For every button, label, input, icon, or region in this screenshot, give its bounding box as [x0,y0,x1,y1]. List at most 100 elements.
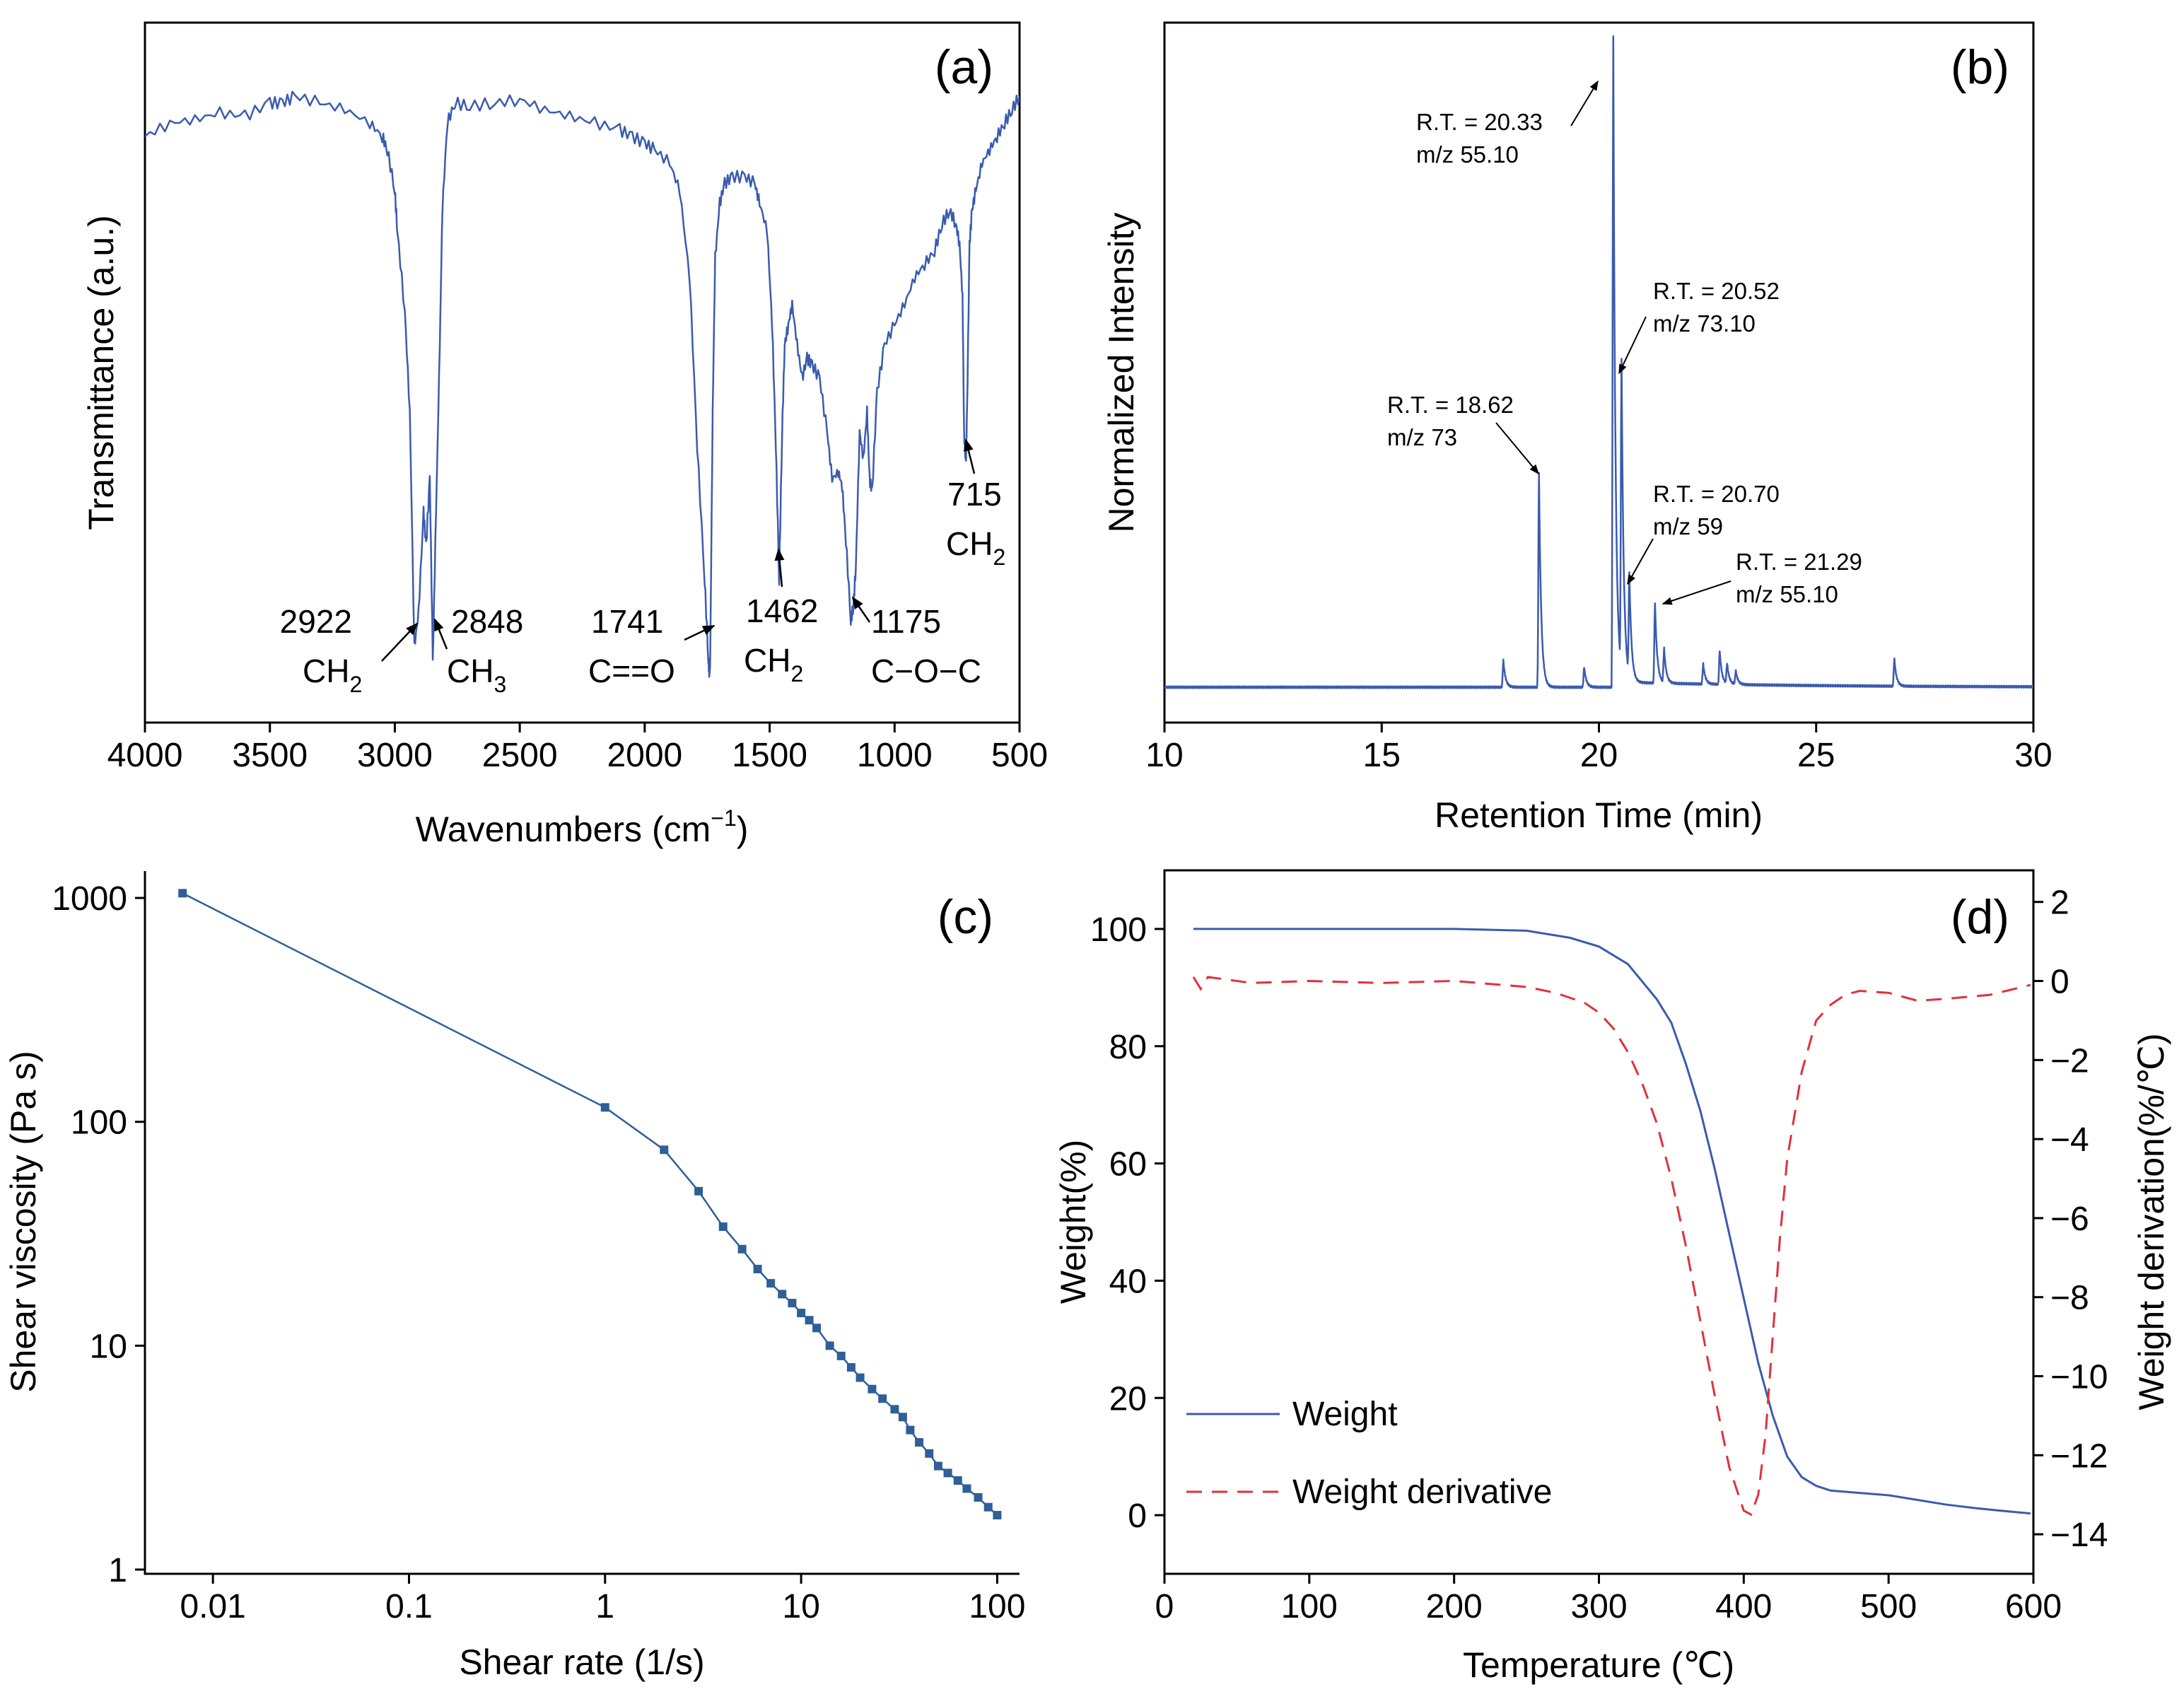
panel-d-y2-tick-label: 2 [2050,884,2069,922]
panel-a-x-tick-label: 1000 [857,737,933,774]
panel-a-x-tick-label: 2500 [482,737,558,774]
panel-a-y-axis-title: Transmittance (a.u.) [81,215,121,530]
panel-c-y-axis-title: Shear viscosity (Pa s) [4,1051,43,1392]
panel-c-data-point [878,1394,887,1403]
panel-c-x-tick-label: 100 [969,1588,1025,1625]
panel-c-viscosity-chart: 0.01 0.1 1 10 100 1 10 100 1000 (c) Shear rate … [4,871,1025,1682]
panel-c-data-point [178,889,187,898]
panel-c-data-point [600,1103,609,1112]
panel-c-data-point [962,1484,971,1493]
panel-c-data-point [825,1341,834,1350]
panel-b-x-tick-label: 25 [1797,737,1835,774]
panel-b-chromatogram-line [1164,35,2033,689]
panel-c-data-point [953,1476,962,1485]
annotation-arrow [684,624,716,641]
panel-d-x-tick-label: 200 [1426,1588,1483,1625]
annotation-group: CH2 [303,653,362,697]
panel-a-x-tick-label: 3000 [357,737,433,774]
annotation-label: 1462 [746,592,818,629]
annotation-line2: m/z 59 [1653,513,1723,539]
panel-d-y2-tick-label: −12 [2050,1437,2108,1475]
annotation-line2: m/z 55.10 [1736,581,1838,607]
panel-a-annotation-1175: 1175 C−O−C [851,596,981,689]
panel-d-y-axis-title: Weight(%) [1053,1140,1093,1304]
panel-c-data-point [694,1186,703,1196]
panel-c-data-point [660,1145,669,1155]
panel-d-plot-frame [1163,869,2035,1575]
panel-d-x-tick-label: 100 [1281,1588,1338,1625]
panel-d-y2-tick-label: −4 [2050,1121,2089,1159]
panel-b-annotation-rt-21-29: R.T. = 21.29 m/z 55.10 [1662,549,1862,607]
panel-c-axes [144,871,1020,1575]
annotation-arrow [1495,422,1539,475]
legend-weight-label: Weight [1292,1396,1398,1433]
panel-c-data-point [812,1324,822,1333]
panel-d-y2-ticks: 2 0 −2 −4 −6 −8 −10 −12 −14 [2033,884,2108,1554]
panel-c-y-ticks: 1 10 100 1000 [52,880,145,1589]
panel-d-y2-tick-label: 0 [2050,964,2069,1001]
panel-b-x-ticks: 10 15 20 25 30 [1145,723,2052,774]
panel-c-data-point [788,1299,797,1308]
panel-b-annotation-rt-20-33: R.T. = 20.33 m/z 55.10 [1416,80,1599,168]
annotation-group: C−O−C [871,653,981,689]
panel-b-x-tick-label: 30 [2014,737,2052,774]
annotation-group-text: CH [303,653,349,689]
panel-d-y2-tick-label: −14 [2050,1517,2108,1554]
panel-d-y-tick-label: 60 [1109,1146,1147,1184]
annotation-arrow [433,618,448,650]
panel-d-x-tick-label: 0 [1155,1588,1174,1625]
panel-d-x-tick-label: 300 [1570,1588,1627,1625]
panel-b-plot-frame [1163,21,2035,724]
annotation-group-subscript: 2 [349,672,362,697]
panel-d-tag: (d) [1951,890,2009,944]
annotation-line2: m/z 73.10 [1653,310,1756,337]
annotation-label: 1741 [591,603,663,640]
panel-a-x-axis-title: Wavenumbers (cm−1) [416,805,749,849]
annotation-arrow [964,438,976,474]
panel-d-y-ticks: 0 20 40 60 80 100 [1090,911,1164,1535]
annotation-line1: R.T. = 20.33 [1416,109,1543,135]
panel-c-data-point [737,1244,747,1254]
panel-d-legend: Weight Weight derivative [1186,1396,1552,1511]
panel-d-x-tick-label: 400 [1715,1588,1772,1625]
annotation-line1: R.T. = 18.62 [1387,392,1514,418]
panel-a-x-axis-title-superscript: −1 [711,805,736,831]
panel-a-x-tick-label: 3500 [232,737,308,774]
panel-a-ftir-chart: 4000 3500 3000 2500 2000 1500 1000 500 (a) Wave… [81,21,1048,849]
panel-c-x-tick-label: 1 [595,1588,614,1625]
panel-c-data-point [915,1438,924,1447]
panel-c-data-point [933,1461,942,1471]
annotation-group-subscript: 3 [494,672,506,697]
panel-c-data-point [805,1316,814,1325]
panel-b-gcms-chart: 10 15 20 25 30 (b) Retention Time (min) Norm… [1102,21,2052,835]
panel-c-data-point [753,1264,762,1273]
panel-b-x-tick-label: 10 [1145,737,1183,774]
panel-a-x-tick-label: 2000 [607,737,682,774]
panel-a-x-tick-label: 1500 [732,737,807,774]
panel-b-annotation-rt-20-52: R.T. = 20.52 m/z 73.10 [1618,278,1780,375]
panel-c-y-tick-label: 100 [71,1104,127,1142]
panel-c-viscosity-line [182,892,998,1516]
panel-d-y-tick-label: 20 [1109,1380,1147,1418]
annotation-group-subscript: 2 [993,544,1005,570]
panel-c-data-point [993,1511,1002,1520]
annotation-label: 2922 [280,603,352,640]
panel-c-data-point [778,1290,787,1299]
panel-b-x-tick-label: 15 [1363,737,1401,774]
panel-d-y2-axis-title: Weight derivation(%/℃) [2132,1033,2171,1410]
panel-c-data-point [766,1279,776,1288]
panel-d-y-tick-label: 40 [1109,1263,1147,1300]
panel-a-annotation-2848: 2848 CH3 [433,603,523,697]
panel-c-x-tick-label: 0.1 [385,1588,433,1625]
panel-b-annotation-rt-18-62: R.T. = 18.62 m/z 73 [1387,392,1539,475]
panel-c-data-point [797,1309,806,1318]
panel-a-annotation-1741: 1741 C==O [588,603,716,689]
annotation-group: CH2 [946,525,1005,570]
annotation-label: 1175 [871,603,941,640]
panel-d-y-tick-label: 80 [1109,1029,1147,1066]
panel-d-y-tick-label: 0 [1128,1497,1147,1535]
panel-c-data-point [983,1502,993,1512]
panel-c-data-point [974,1493,983,1502]
